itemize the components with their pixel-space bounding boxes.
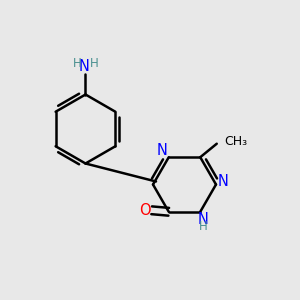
Text: H: H <box>89 56 98 70</box>
Text: CH₃: CH₃ <box>224 135 248 148</box>
Text: N: N <box>198 212 209 227</box>
Text: H: H <box>73 56 82 70</box>
Text: N: N <box>79 58 89 74</box>
Text: H: H <box>199 220 208 233</box>
Text: O: O <box>139 203 151 218</box>
Text: N: N <box>217 174 228 189</box>
Text: N: N <box>157 143 168 158</box>
